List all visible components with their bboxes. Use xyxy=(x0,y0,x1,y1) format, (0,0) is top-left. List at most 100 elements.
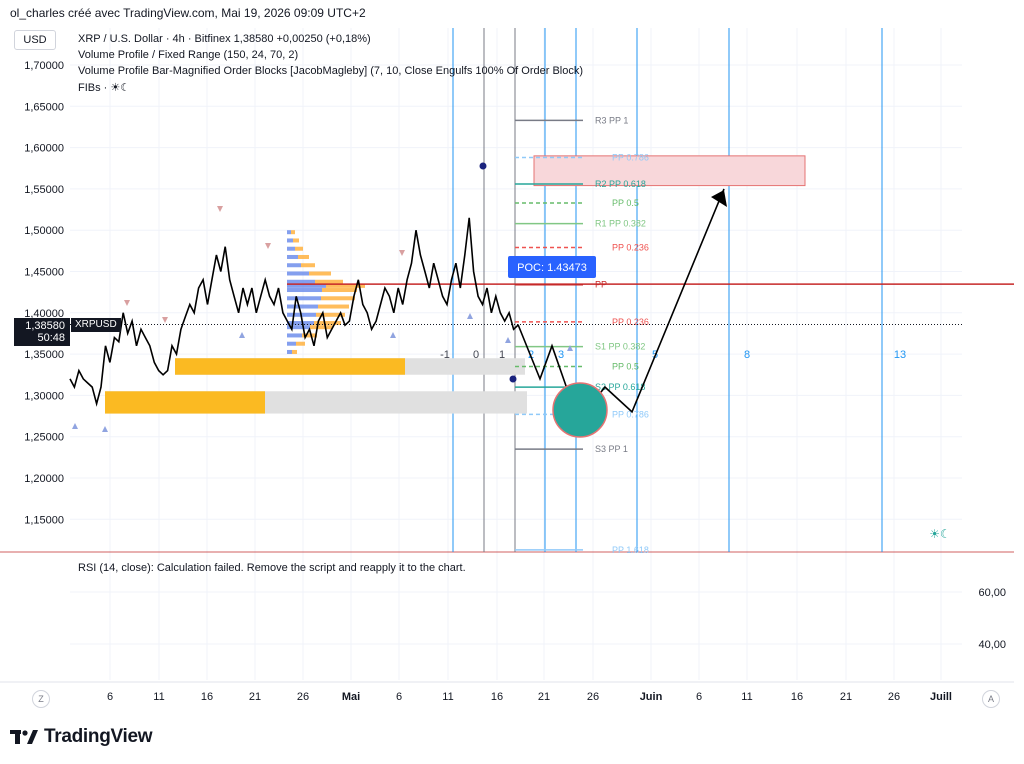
volume-bar-up xyxy=(287,254,298,259)
y-axis: 1,70000 1,65000 1,60000 1,55000 1,50000 1,450… xyxy=(24,60,1006,651)
x-tick-label: 6 xyxy=(107,691,113,703)
pivot-label: PP 0.5 xyxy=(612,198,639,208)
pivot-label: PP 0.236 xyxy=(612,317,649,327)
volume-bar-down xyxy=(310,325,333,330)
volume-bar-up xyxy=(287,263,301,268)
x-tick-label: Mai xyxy=(342,691,360,703)
x-tick-label: 11 xyxy=(153,691,164,703)
poc-box xyxy=(508,256,596,278)
y-tick-label: 1,25000 xyxy=(24,432,64,444)
signal-dot-bottom xyxy=(509,375,517,383)
volume-bar-down xyxy=(298,254,309,259)
x-tick-label: Juill xyxy=(930,691,952,703)
y-tick-label: 1,15000 xyxy=(24,514,64,526)
volume-bar-up xyxy=(287,349,292,354)
symbol-tag: XRPUSD xyxy=(71,318,121,332)
order-blocks xyxy=(105,155,806,414)
buy-triangle-marker xyxy=(567,345,573,351)
sell-triangle-marker xyxy=(217,206,223,212)
volume-profile xyxy=(287,230,365,354)
x-tick-label: 26 xyxy=(888,691,900,703)
y-tick-label: 1,45000 xyxy=(24,267,64,279)
resistance-zone xyxy=(533,155,806,187)
price-series xyxy=(69,217,519,407)
pivot-label: S1 PP 0.382 xyxy=(595,342,645,352)
x-tick-label: 6 xyxy=(396,691,402,703)
x-tick-label: 21 xyxy=(249,691,261,703)
chart-markers: ☀☾ xyxy=(72,162,951,541)
x-tick-label: 11 xyxy=(741,691,752,703)
y-tick-label: 1,70000 xyxy=(24,60,64,72)
brand-name: TradingView xyxy=(44,726,153,747)
pivot-label: PP 0.236 xyxy=(612,243,649,253)
volume-bar-up xyxy=(287,279,315,284)
sell-triangle-marker xyxy=(162,317,168,323)
rsi-tick-label: 40,00 xyxy=(978,639,1006,651)
volume-bar-down xyxy=(322,288,357,293)
buy-triangle-marker xyxy=(239,332,245,338)
volume-bar-up xyxy=(287,288,322,293)
rsi-tick-label: 60,00 xyxy=(978,587,1006,599)
y-tick-label: 1,55000 xyxy=(24,184,64,196)
volume-bar-up xyxy=(287,321,314,326)
sell-triangle-marker xyxy=(399,250,405,256)
currency-button[interactable]: USD xyxy=(14,30,56,50)
order-block-lower xyxy=(105,391,265,414)
legend-order-blocks[interactable]: Volume Profile Bar-Magnified Order Block… xyxy=(78,65,584,77)
x-tick-label: 16 xyxy=(791,691,803,703)
pivot-label: PP 0.5 xyxy=(612,361,639,371)
x-tick-label: 11 xyxy=(442,691,453,703)
auto-scale-left-button[interactable]: Z xyxy=(32,690,50,708)
rsi-legend[interactable]: RSI (14, close): Calculation failed. Rem… xyxy=(78,562,466,574)
volume-bar-down xyxy=(301,263,315,268)
auto-scale-right-button[interactable]: A xyxy=(982,690,1000,708)
volume-bar-up xyxy=(287,246,295,251)
legend-volume-profile[interactable]: Volume Profile / Fixed Range (150, 24, 7… xyxy=(78,49,299,61)
poc-label: POC: 1.43473 xyxy=(517,262,587,274)
volume-bar-down xyxy=(315,279,343,284)
volume-bar-up xyxy=(287,304,318,309)
x-tick-label: 21 xyxy=(538,691,550,703)
y-tick-label: 1,65000 xyxy=(24,101,64,113)
pivot-label: S2 PP 0.618 xyxy=(595,382,645,392)
last-price-value: 1,38580 xyxy=(25,320,65,332)
y-tick-label: 1,20000 xyxy=(24,473,64,485)
pivot-label: PP 0.786 xyxy=(612,153,649,163)
target-circle xyxy=(552,382,608,438)
chart-grid xyxy=(0,28,1014,683)
volume-bar-down xyxy=(302,333,317,338)
pivot-label: PP 1.618 xyxy=(612,545,649,555)
fib-time-label: 8 xyxy=(744,349,750,361)
projection-path xyxy=(517,188,727,438)
volume-bar-down xyxy=(326,283,365,288)
buy-triangle-marker xyxy=(390,332,396,338)
y-tick-label: 1,35000 xyxy=(24,349,64,361)
volume-bar-down xyxy=(314,321,341,326)
legend-fibs[interactable]: FIBs · ☀☾ xyxy=(78,82,131,94)
fib-time-label: -1 xyxy=(440,349,450,361)
x-tick-label: 16 xyxy=(491,691,503,703)
fib-time-label: 3 xyxy=(558,349,564,361)
volume-bar-up xyxy=(287,230,291,235)
volume-bar-up xyxy=(287,296,321,301)
volume-bar-down xyxy=(291,230,295,235)
x-tick-label: 6 xyxy=(696,691,702,703)
fib-time-zones: -1 0 1 2 3 5 8 13 xyxy=(440,28,906,552)
pivot-label: R1 PP 0.382 xyxy=(595,219,646,229)
y-tick-label: 1,60000 xyxy=(24,143,64,155)
fib-time-label: 0 xyxy=(473,349,479,361)
signal-dot-top xyxy=(479,162,487,170)
pivot-label: R2 PP 0.618 xyxy=(595,179,646,189)
pivot-levels: R3 PP 1 PP 0.786 R2 PP 0.618 PP 0.5 R1 PP 0.… xyxy=(70,115,1014,555)
x-tick-label: 26 xyxy=(587,691,599,703)
sell-triangle-marker xyxy=(265,243,271,249)
x-axis: 6 11 16 21 26 Mai 6 11 16 21 26 Juin 6 11 16 21 26 Juill xyxy=(107,691,952,703)
session-icon: ☀☾ xyxy=(929,527,951,541)
legend-symbol[interactable]: XRP / U.S. Dollar · 4h · Bitfinex 1,3858… xyxy=(78,33,371,45)
volume-bar-down xyxy=(295,246,303,251)
tradingview-logo: TradingView xyxy=(10,726,153,748)
order-block-upper xyxy=(175,358,405,375)
x-tick-label: 16 xyxy=(201,691,213,703)
volume-bar-up xyxy=(287,238,293,243)
